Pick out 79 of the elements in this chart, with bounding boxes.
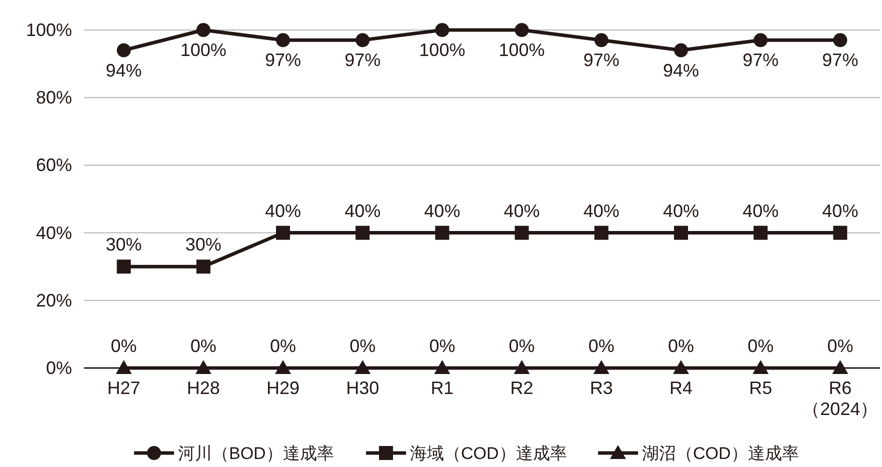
point <box>514 23 529 37</box>
data-label: 0% <box>588 336 614 356</box>
data-label: 97% <box>264 50 302 70</box>
x-tick-label: H29 <box>266 378 300 398</box>
point <box>594 226 608 240</box>
legend-label: 河川（BOD）達成率 <box>178 444 334 463</box>
x-tick-label: R4 <box>669 378 693 398</box>
point <box>196 23 210 37</box>
data-label: 100% <box>419 40 466 60</box>
data-label: 40% <box>424 200 460 221</box>
point <box>276 33 290 48</box>
point <box>594 33 608 48</box>
data-label: 40% <box>662 200 700 221</box>
data-label: 97% <box>344 50 381 70</box>
point <box>514 360 530 374</box>
point <box>196 260 210 274</box>
data-label: 40% <box>742 200 779 221</box>
data-label: 100% <box>498 40 545 60</box>
legend-label: 湖沼（COD）達成率 <box>642 444 799 463</box>
point <box>116 43 131 58</box>
data-label: 0% <box>748 336 774 356</box>
data-label: 94% <box>662 60 700 80</box>
y-tick-label: 0% <box>46 358 72 378</box>
point <box>674 43 688 58</box>
point <box>356 33 370 48</box>
legend-label: 海域（COD）達成率 <box>410 444 567 463</box>
point <box>832 360 848 374</box>
data-label: 0% <box>508 336 535 356</box>
y-tick-label: 80% <box>36 88 72 108</box>
x-tick-label: R3 <box>590 378 613 398</box>
point <box>593 360 610 374</box>
y-tick-label: 100% <box>26 20 72 40</box>
y-tick-label: 60% <box>36 155 72 176</box>
point <box>116 360 132 374</box>
point <box>752 360 769 374</box>
y-tick-label: 40% <box>36 222 72 243</box>
point <box>354 360 371 374</box>
y-tick-label: 20% <box>36 290 72 310</box>
x-tick-label: R6 （2024） <box>802 378 878 419</box>
x-tick-label: R2 <box>510 378 534 398</box>
point <box>275 360 291 374</box>
data-label: 97% <box>822 50 858 70</box>
point <box>673 360 689 374</box>
data-label: 30% <box>106 234 142 255</box>
data-label: 40% <box>344 200 381 221</box>
data-label: 0% <box>827 336 854 356</box>
point <box>195 360 212 374</box>
point <box>754 226 768 240</box>
x-tick-label: R1 <box>430 378 454 398</box>
data-label: 0% <box>110 336 137 356</box>
data-label: 30% <box>185 234 222 255</box>
point <box>434 360 450 374</box>
data-label: 94% <box>106 60 142 80</box>
point <box>435 23 450 37</box>
point <box>435 226 450 240</box>
point <box>276 226 290 240</box>
point <box>116 260 131 274</box>
data-label: 97% <box>742 50 779 70</box>
data-label: 40% <box>504 200 540 221</box>
point <box>833 33 848 48</box>
data-label: 97% <box>583 50 620 70</box>
data-label: 0% <box>350 336 376 356</box>
data-label: 40% <box>583 200 620 221</box>
point <box>356 226 370 240</box>
x-tick-label: R5 <box>749 378 772 398</box>
data-label: 100% <box>180 40 226 60</box>
x-tick-label: H28 <box>186 378 220 398</box>
data-label: 40% <box>822 200 858 221</box>
data-label: 0% <box>668 336 694 356</box>
data-label: 40% <box>264 200 302 221</box>
point <box>833 226 848 240</box>
point <box>674 226 688 240</box>
data-label: 0% <box>429 336 456 356</box>
data-label: 0% <box>190 336 216 356</box>
x-tick-label: H30 <box>346 378 380 398</box>
x-tick-label: H27 <box>107 378 140 398</box>
point <box>514 226 529 240</box>
data-label: 0% <box>270 336 296 356</box>
point <box>754 33 768 48</box>
